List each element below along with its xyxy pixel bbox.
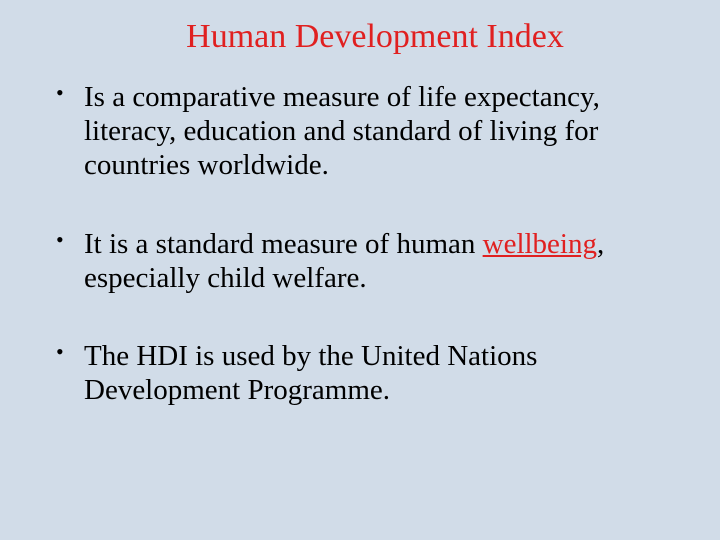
bullet-item: It is a standard measure of human wellbe… — [48, 227, 672, 295]
bullet-highlight: wellbeing — [483, 228, 597, 260]
bullet-text: The HDI is used by the United Nations De… — [84, 340, 537, 406]
bullet-text-pre: It is a standard measure of human — [84, 228, 483, 260]
bullet-item: Is a comparative measure of life expecta… — [48, 80, 672, 183]
bullet-text: Is a comparative measure of life expecta… — [84, 81, 600, 181]
slide-title: Human Development Index — [78, 18, 672, 56]
bullet-list: Is a comparative measure of life expecta… — [48, 80, 672, 408]
bullet-item: The HDI is used by the United Nations De… — [48, 339, 672, 407]
